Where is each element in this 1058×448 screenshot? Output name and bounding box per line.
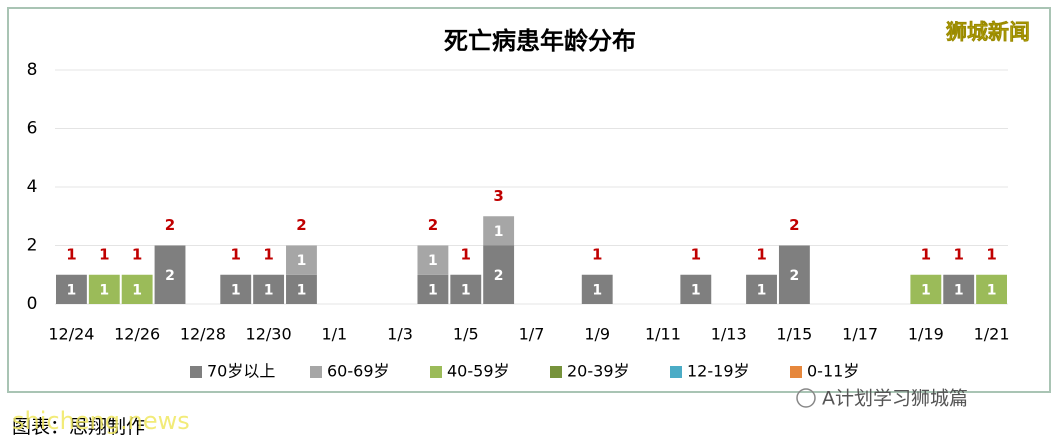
legend-swatch <box>430 366 442 378</box>
x-tick-label: 1/15 <box>776 325 812 344</box>
bar-segment <box>976 274 1007 304</box>
x-tick-label: 1/21 <box>974 325 1010 344</box>
segment-label: 1 <box>99 282 109 298</box>
y-tick-label: 4 <box>27 177 38 197</box>
legend-swatch <box>670 366 682 378</box>
total-label: 3 <box>493 187 503 205</box>
bar-segment <box>943 274 975 304</box>
x-tick-label: 1/11 <box>645 325 681 344</box>
total-label: 1 <box>66 245 76 263</box>
legend-swatch <box>310 366 322 378</box>
segment-label: 1 <box>264 282 274 298</box>
x-tick-label: 1/17 <box>842 325 878 344</box>
total-label: 2 <box>789 216 799 234</box>
bar-segment <box>450 274 482 304</box>
bar-segment <box>910 274 942 304</box>
segment-label: 2 <box>790 268 800 284</box>
bar-segment <box>778 245 810 304</box>
segment-label: 1 <box>691 282 701 298</box>
segment-label: 1 <box>592 282 602 298</box>
chart-frame <box>7 7 1051 393</box>
bar-segment <box>286 274 317 304</box>
total-label: 1 <box>99 245 109 263</box>
bar-segment <box>483 245 515 304</box>
y-tick-label: 0 <box>27 294 38 314</box>
legend-label: 70岁以上 <box>207 362 275 381</box>
x-tick-label: 1/1 <box>321 325 347 344</box>
segment-label: 1 <box>757 282 767 298</box>
total-label: 2 <box>428 216 438 234</box>
bar-segment <box>746 274 777 304</box>
total-label: 1 <box>592 245 602 263</box>
bar-segment <box>417 274 449 304</box>
legend-label: 60-69岁 <box>327 362 390 381</box>
segment-label: 1 <box>428 253 438 269</box>
total-label: 2 <box>296 216 306 234</box>
bar-segment <box>56 274 87 304</box>
total-label: 1 <box>756 245 766 263</box>
legend-swatch <box>190 366 202 378</box>
segment-label: 1 <box>921 282 931 298</box>
wechat-icon <box>796 388 816 408</box>
caption: 图表：思翔制作 <box>12 416 145 438</box>
total-label: 1 <box>691 245 701 263</box>
x-tick-label: 12/26 <box>114 325 160 344</box>
x-tick-label: 1/3 <box>387 325 413 344</box>
legend-swatch <box>790 366 802 378</box>
segment-label: 1 <box>461 282 471 298</box>
bar-segment <box>253 274 285 304</box>
bar-segment <box>154 245 186 304</box>
chart-title: 死亡病患年龄分布 <box>444 27 636 55</box>
total-label: 1 <box>263 245 273 263</box>
bar-segment <box>581 274 613 304</box>
segment-label: 1 <box>297 282 307 298</box>
x-tick-label: 12/24 <box>48 325 94 344</box>
segment-label: 1 <box>954 282 964 298</box>
legend-label: 12-19岁 <box>687 362 750 381</box>
y-tick-label: 2 <box>27 236 38 256</box>
watermark: 狮城新闻 <box>946 20 1030 44</box>
segment-label: 2 <box>494 268 504 284</box>
bar-segment <box>88 274 120 304</box>
segment-label: 1 <box>132 282 142 298</box>
bar-segment <box>417 245 449 275</box>
total-label: 1 <box>461 245 471 263</box>
segment-label: 1 <box>987 282 997 298</box>
bar-segment <box>483 216 515 246</box>
segment-label: 1 <box>231 282 241 298</box>
total-label: 1 <box>986 245 996 263</box>
total-label: 1 <box>231 245 241 263</box>
legend-label: 20-39岁 <box>567 362 630 381</box>
legend-swatch <box>550 366 562 378</box>
wechat-watermark: A计划学习狮城篇 <box>822 388 968 410</box>
x-tick-label: 1/7 <box>519 325 545 344</box>
legend-label: 0-11岁 <box>807 362 859 381</box>
x-tick-label: 12/30 <box>246 325 292 344</box>
segment-label: 1 <box>428 282 438 298</box>
x-tick-label: 12/28 <box>180 325 226 344</box>
x-tick-label: 1/5 <box>453 325 479 344</box>
bar-segment <box>680 274 712 304</box>
total-label: 1 <box>953 245 963 263</box>
bar-segment <box>220 274 252 304</box>
legend-label: 40-59岁 <box>447 362 510 381</box>
y-tick-label: 6 <box>27 119 38 139</box>
x-tick-label: 1/19 <box>908 325 944 344</box>
segment-label: 1 <box>297 253 307 269</box>
segment-label: 1 <box>67 282 77 298</box>
total-label: 2 <box>165 216 175 234</box>
x-tick-label: 1/13 <box>711 325 747 344</box>
segment-label: 1 <box>494 224 504 240</box>
y-tick-label: 8 <box>27 60 38 80</box>
total-label: 1 <box>921 245 931 263</box>
site-watermark: shicheng.news <box>12 407 190 435</box>
total-label: 1 <box>132 245 142 263</box>
bar-segment <box>286 245 317 275</box>
bar-segment <box>121 274 153 304</box>
x-tick-label: 1/9 <box>584 325 610 344</box>
segment-label: 2 <box>165 268 175 284</box>
